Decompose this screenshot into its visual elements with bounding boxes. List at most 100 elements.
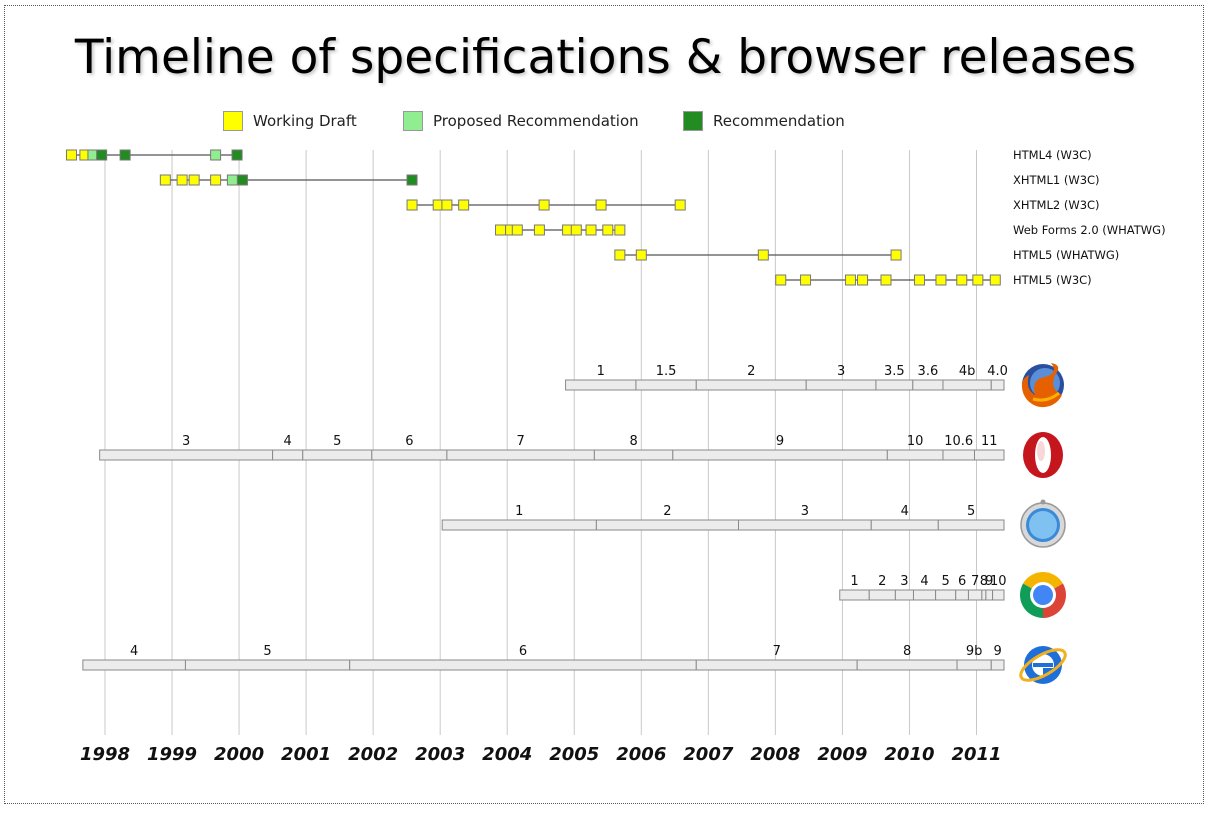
spec-milestone — [159, 174, 171, 186]
spec-milestone — [956, 274, 968, 286]
release-label: 3 — [837, 364, 845, 379]
spec-label: HTML5 (WHATWG) — [1013, 248, 1119, 262]
release-bar — [446, 449, 595, 461]
spec-milestone — [844, 274, 856, 286]
spec-milestone — [226, 174, 238, 186]
release-label: 9 — [776, 434, 784, 449]
spec-milestone — [65, 149, 77, 161]
year-label-2009: 2009 — [817, 744, 867, 765]
release-label: 3.5 — [884, 364, 905, 379]
spec-milestone — [188, 174, 200, 186]
release-bar — [738, 519, 872, 531]
spec-milestone — [511, 224, 523, 236]
legend-working-draft: Working Draft — [223, 110, 357, 132]
spec-milestone — [935, 274, 947, 286]
release-label: 6 — [519, 644, 527, 659]
release-label: 3 — [182, 434, 190, 449]
spec-label: XHTML1 (W3C) — [1013, 173, 1100, 187]
spec-milestone — [857, 274, 869, 286]
release-label: 8 — [903, 644, 911, 659]
legend-label-recommendation: Recommendation — [713, 112, 845, 130]
release-label: 8 — [629, 434, 637, 449]
year-label-2008: 2008 — [750, 744, 800, 765]
release-label: 5 — [967, 504, 975, 519]
release-label: 10.6 — [944, 434, 973, 449]
legend-recommendation: Recommendation — [683, 110, 845, 132]
chart-title: Timeline of specifications & browser rel… — [74, 30, 1137, 85]
spec-milestone — [800, 274, 812, 286]
release-bar — [302, 449, 373, 461]
release-label: 4 — [284, 434, 292, 449]
release-bar — [441, 519, 597, 531]
release-bar — [985, 589, 994, 601]
release-label: 9b — [966, 644, 983, 659]
release-bar — [272, 449, 304, 461]
year-label-2007: 2007 — [683, 744, 734, 765]
spec-milestone — [236, 174, 248, 186]
release-label: 4 — [920, 574, 928, 589]
release-bar — [912, 379, 944, 391]
legend-label-working-draft: Working Draft — [253, 112, 357, 130]
spec-row: HTML5 (W3C) — [775, 273, 1092, 287]
release-label: 6 — [405, 434, 413, 449]
release-label: 5 — [263, 644, 271, 659]
release-bar — [886, 449, 944, 461]
release-label: 9 — [993, 644, 1001, 659]
browser-row: 1 2 3 4 5 — [441, 499, 1066, 548]
year-label-1998: 1998 — [80, 744, 130, 765]
release-bar — [839, 589, 870, 601]
release-bar — [184, 659, 351, 671]
spec-row: HTML4 (W3C) — [65, 148, 1092, 162]
legend-swatch-proposed-recommendation — [403, 111, 423, 131]
spec-row: HTML5 (WHATWG) — [614, 248, 1119, 262]
spec-milestone — [757, 249, 769, 261]
release-bar — [672, 449, 888, 461]
year-label-2000: 2000 — [214, 744, 264, 765]
release-label: 4 — [901, 504, 909, 519]
release-label: 3.6 — [918, 364, 939, 379]
release-label: 10 — [990, 574, 1007, 589]
legend-proposed-recommendation: Proposed Recommendation — [403, 110, 639, 132]
spec-label: Web Forms 2.0 (WHATWG) — [1013, 223, 1166, 237]
firefox-icon — [1021, 363, 1064, 408]
spec-milestone — [210, 149, 222, 161]
chrome-icon — [1020, 572, 1066, 619]
spec-row: XHTML2 (W3C) — [406, 198, 1100, 212]
spec-milestone — [775, 274, 787, 286]
spec-milestone — [533, 224, 545, 236]
spec-milestone — [674, 199, 686, 211]
release-bar — [937, 519, 1005, 531]
release-label: 4b — [959, 364, 976, 379]
year-label-2002: 2002 — [348, 744, 398, 765]
release-bar — [870, 519, 939, 531]
release-label: 6 — [958, 574, 966, 589]
release-label: 3 — [801, 504, 809, 519]
spec-milestone — [614, 249, 626, 261]
year-label-2010: 2010 — [884, 744, 934, 765]
release-bar — [875, 379, 914, 391]
release-label: 1 — [515, 504, 523, 519]
release-bar — [99, 449, 274, 461]
release-bar — [82, 659, 186, 671]
legend-swatch-working-draft — [223, 111, 243, 131]
spec-milestone — [614, 224, 626, 236]
release-bar — [973, 449, 1005, 461]
spec-milestone — [210, 174, 222, 186]
release-bar — [942, 379, 992, 391]
spec-milestone — [570, 224, 582, 236]
release-label: 10 — [907, 434, 924, 449]
release-bar — [942, 449, 975, 461]
spec-milestone — [119, 149, 131, 161]
release-bar — [565, 379, 637, 391]
year-label-1999: 1999 — [147, 744, 197, 765]
spec-milestone — [602, 224, 614, 236]
release-label: 2 — [878, 574, 886, 589]
legend-label-proposed-recommendation: Proposed Recommendation — [433, 112, 639, 130]
spec-milestone — [176, 174, 188, 186]
spec-row: XHTML1 (W3C) — [159, 173, 1100, 187]
year-label-2006: 2006 — [616, 744, 666, 765]
legend-swatch-recommendation — [683, 111, 703, 131]
release-bar — [856, 659, 958, 671]
spec-milestone — [538, 199, 550, 211]
